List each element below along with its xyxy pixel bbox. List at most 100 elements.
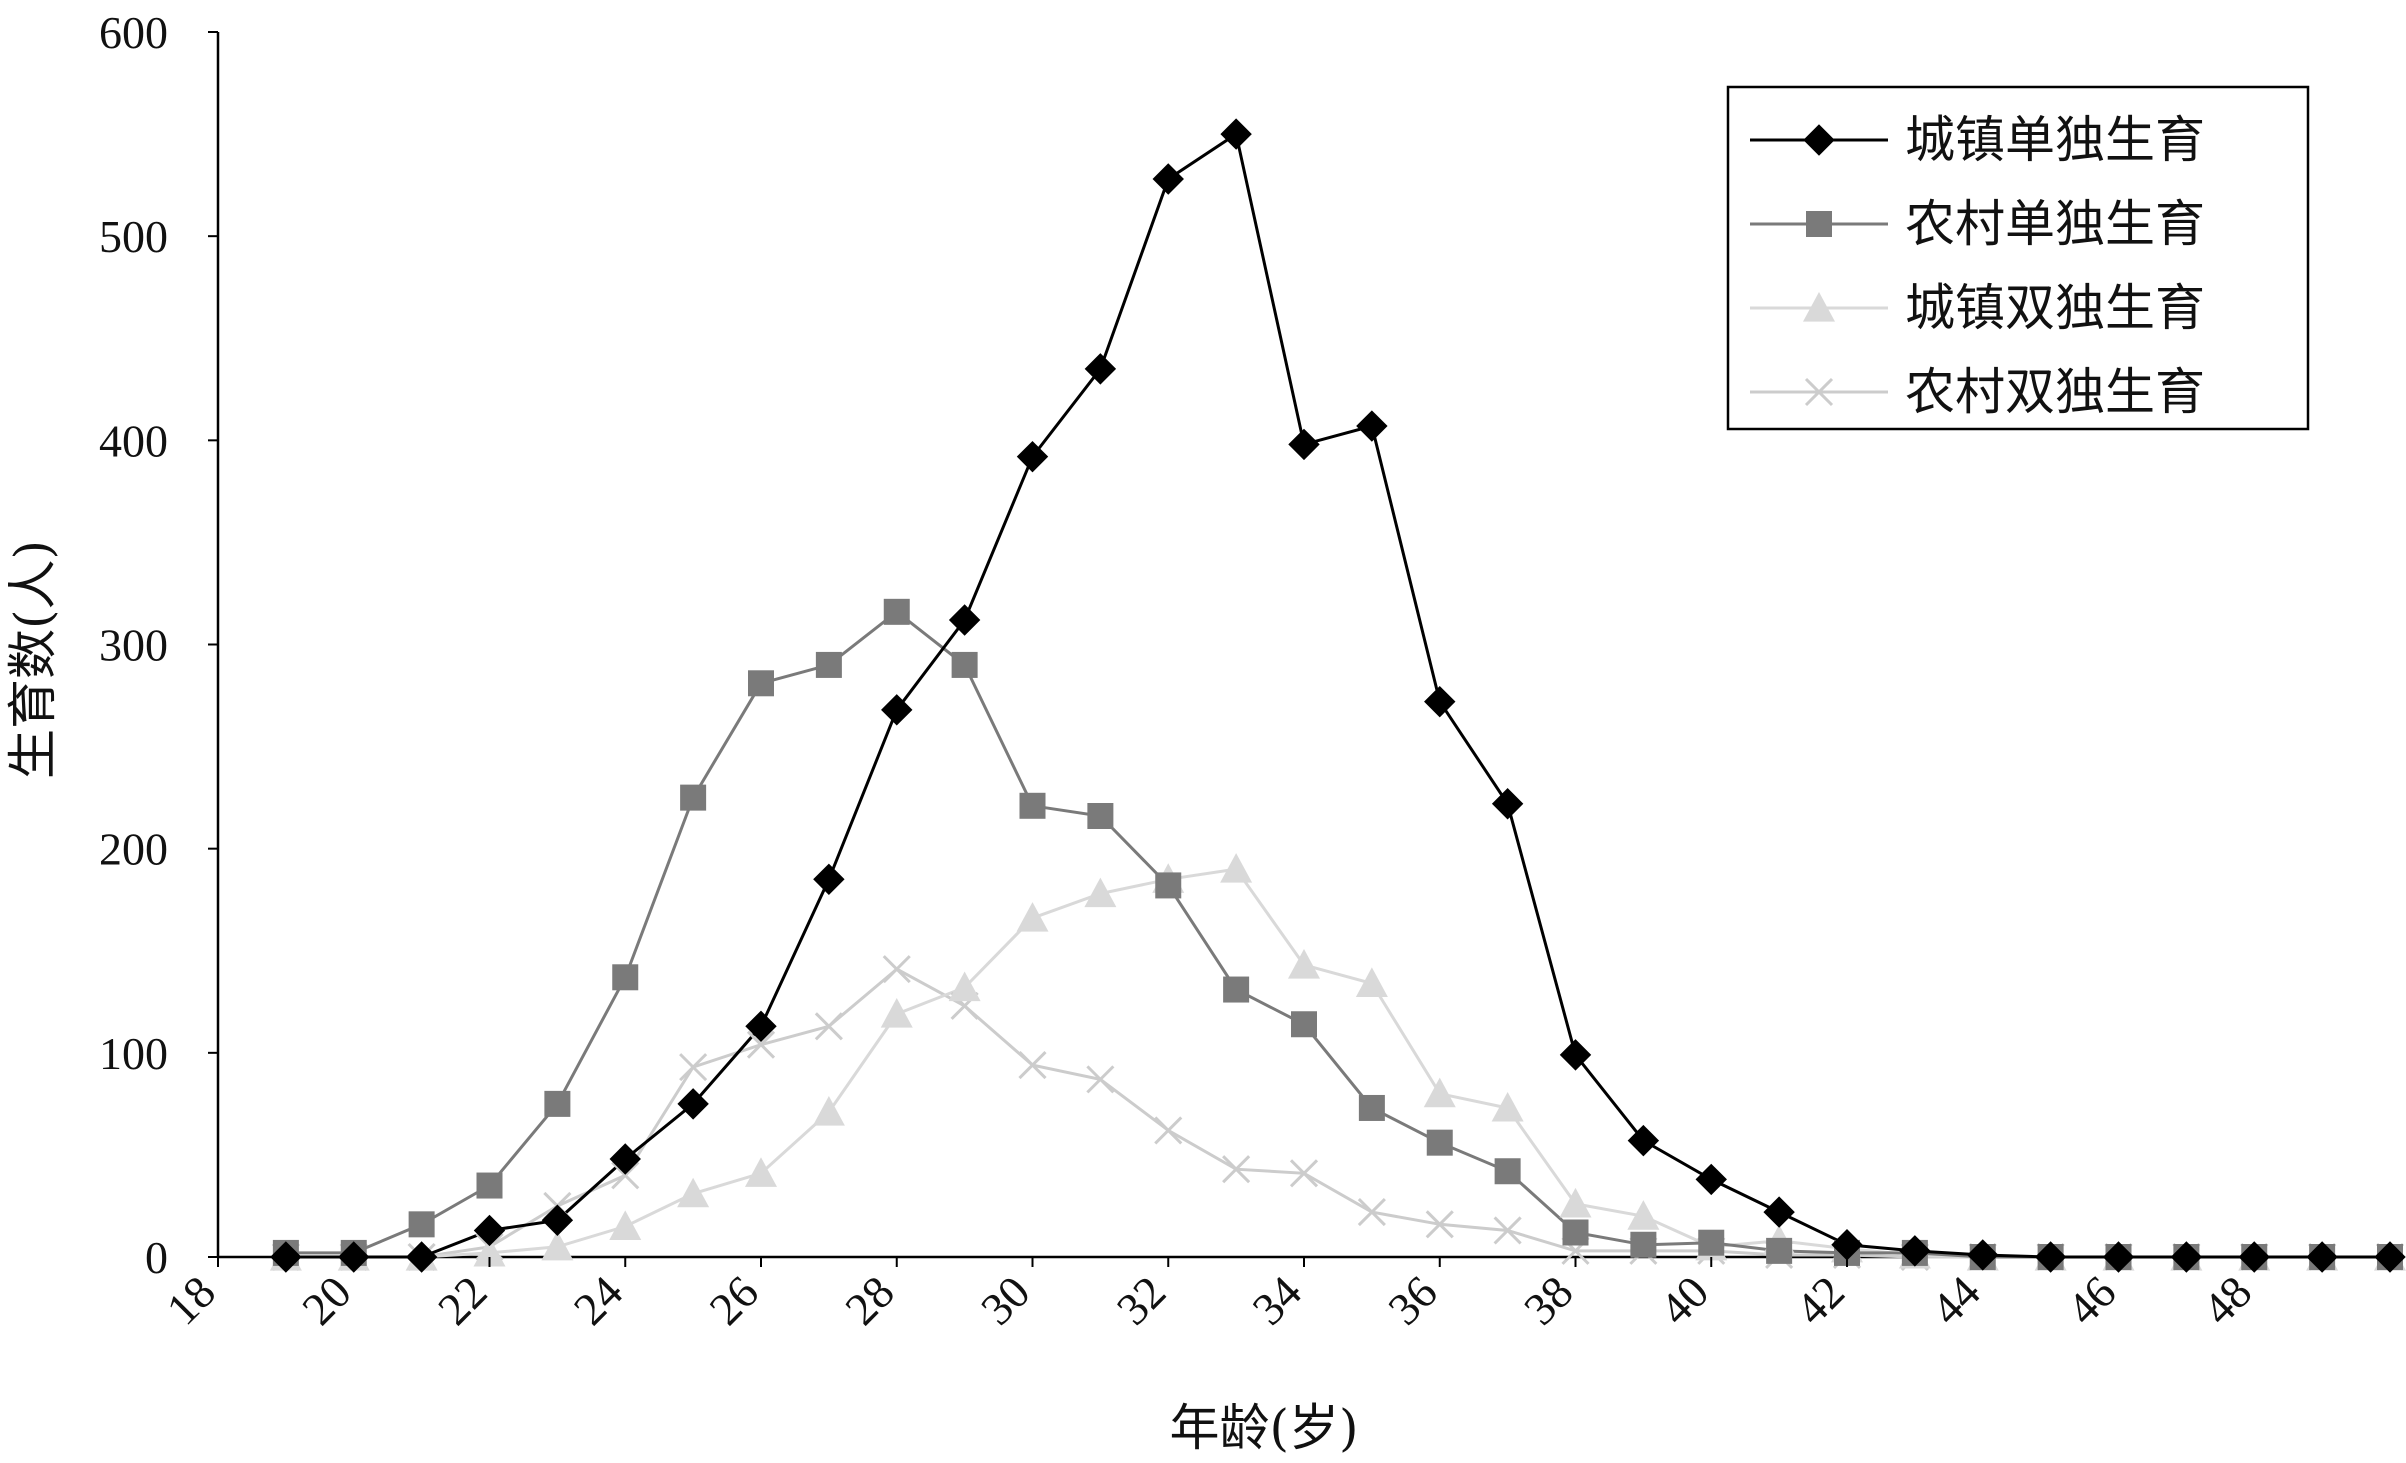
data-point <box>677 1177 710 1208</box>
data-point <box>1358 1094 1385 1121</box>
x-marker-stroke <box>814 1012 843 1041</box>
data-point <box>1562 1219 1589 1246</box>
data-point <box>1491 1091 1524 1122</box>
y-axis-title: 生育数(人) <box>4 540 62 779</box>
data-point <box>1695 1163 1727 1196</box>
series-line-2 <box>285 609 2390 1259</box>
legend-label: 城镇单独生育 <box>1905 111 2205 169</box>
x-marker-stroke <box>679 1053 708 1082</box>
series-markers <box>269 118 2406 1273</box>
data-point <box>746 1030 776 1059</box>
data-point <box>1698 1229 1725 1256</box>
legend-item: 城镇双独生育 <box>1750 279 2205 337</box>
data-point <box>1019 792 1046 819</box>
data-point <box>1087 803 1114 829</box>
legend-label: 城镇双独生育 <box>1905 279 2205 337</box>
data-point <box>748 670 774 697</box>
data-point <box>473 1236 506 1267</box>
data-point <box>1222 1155 1251 1184</box>
x-tick-label: 46 <box>2057 1266 2126 1335</box>
data-point <box>2170 1241 2203 1273</box>
data-point <box>476 1172 503 1199</box>
data-point <box>1288 428 1320 461</box>
data-point <box>473 1214 506 1247</box>
data-point <box>609 1210 642 1240</box>
y-axis-ticks: 0 100 200 300 400 500 600 <box>99 7 218 1283</box>
data-point <box>1763 1196 1795 1228</box>
data-point <box>1016 902 1049 932</box>
series-markers-3 <box>269 853 2406 1271</box>
data-point <box>882 955 911 984</box>
data-point <box>2374 1241 2406 1273</box>
data-point <box>541 1230 574 1261</box>
data-point <box>612 964 639 991</box>
data-point <box>609 1143 641 1175</box>
legend-marker <box>1804 377 1834 407</box>
data-point <box>1494 1158 1521 1185</box>
data-point <box>814 1012 843 1041</box>
y-tick-label: 500 <box>99 211 168 262</box>
data-point <box>1289 1159 1319 1188</box>
data-point <box>1423 1077 1456 1108</box>
data-point <box>1491 788 1524 820</box>
data-point <box>1220 853 1253 883</box>
data-point <box>1899 1235 1931 1267</box>
data-point <box>1084 877 1117 908</box>
y-tick-label: 200 <box>99 824 168 875</box>
x-tick-label: 26 <box>699 1266 768 1335</box>
data-point <box>2306 1241 2338 1273</box>
legend-item: 城镇单独生育 <box>1750 111 2205 169</box>
series-line-4 <box>285 967 2390 1259</box>
x-marker-stroke <box>1425 1210 1454 1239</box>
data-point <box>677 1088 709 1120</box>
data-point <box>813 863 845 895</box>
data-point <box>544 1090 571 1117</box>
data-point <box>679 1053 708 1082</box>
x-marker-stroke <box>882 955 911 984</box>
data-point <box>1288 949 1320 979</box>
y-tick-label: 0 <box>145 1232 168 1283</box>
x-marker-stroke <box>1086 1065 1115 1094</box>
x-tick-label: 36 <box>1378 1266 1447 1335</box>
data-point <box>2034 1241 2067 1273</box>
x-marker-stroke <box>746 1030 776 1059</box>
data-point <box>1356 410 1388 442</box>
x-marker-stroke <box>1222 1155 1251 1184</box>
legend-marker <box>1803 124 1835 156</box>
data-point <box>1018 1051 1047 1080</box>
data-point <box>745 1157 777 1187</box>
data-point <box>1152 163 1184 195</box>
data-point <box>1559 1039 1592 1071</box>
data-point <box>680 784 707 811</box>
data-point <box>948 971 981 1002</box>
data-point <box>1425 1210 1454 1239</box>
legend-marker <box>1806 211 1832 237</box>
x-tick-label: 24 <box>564 1266 633 1335</box>
data-point <box>1493 1216 1522 1245</box>
series-line-3 <box>285 867 2390 1259</box>
x-tick-label: 40 <box>1650 1266 1719 1335</box>
x-marker-stroke <box>1289 1159 1319 1188</box>
series-markers-2 <box>272 598 2403 1270</box>
data-point <box>1559 1187 1592 1218</box>
data-point <box>1223 976 1250 1003</box>
y-tick-label: 300 <box>99 620 168 671</box>
data-point <box>1154 1116 1183 1145</box>
data-point <box>1627 1200 1660 1230</box>
x-tick-label: 34 <box>1242 1266 1311 1335</box>
data-point <box>1357 1198 1386 1227</box>
legend-label: 农村单独生育 <box>1905 195 2205 253</box>
x-marker-stroke <box>611 1161 640 1190</box>
x-tick-label: 30 <box>971 1266 1040 1335</box>
data-point <box>1355 967 1388 998</box>
data-point <box>1016 440 1049 473</box>
data-point <box>405 1241 438 1273</box>
x-tick-label: 38 <box>1514 1266 1583 1335</box>
legend-item: 农村双独生育 <box>1750 363 2205 421</box>
legend-item: 农村单独生育 <box>1750 195 2205 253</box>
data-point <box>1220 118 1252 150</box>
data-point <box>881 694 913 726</box>
